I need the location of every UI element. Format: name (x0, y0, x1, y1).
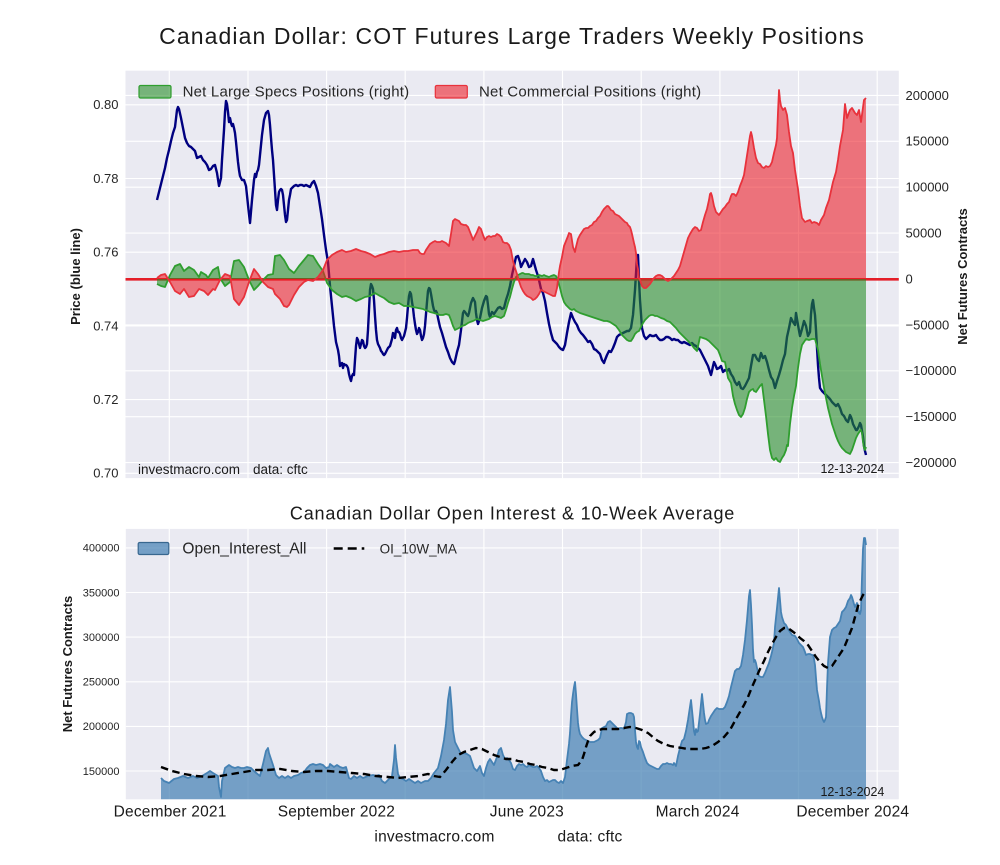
svg-text:12-13-2024: 12-13-2024 (820, 785, 884, 799)
svg-text:400000: 400000 (83, 543, 120, 555)
svg-text:−50000: −50000 (906, 317, 950, 332)
svg-text:200000: 200000 (83, 721, 120, 733)
svg-text:100000: 100000 (906, 180, 949, 195)
svg-text:0.78: 0.78 (93, 171, 118, 186)
svg-text:March 2024: March 2024 (656, 804, 740, 821)
svg-text:Net Commercial Positions (righ: Net Commercial Positions (right) (479, 84, 701, 101)
svg-text:150000: 150000 (83, 766, 120, 778)
svg-text:0.70: 0.70 (93, 466, 118, 481)
svg-text:0.76: 0.76 (93, 245, 118, 260)
svg-text:Canadian Dollar: COT Futures L: Canadian Dollar: COT Futures Large Trade… (159, 23, 865, 49)
svg-text:−200000: −200000 (906, 455, 957, 470)
svg-text:investmacro.com: investmacro.com (138, 462, 240, 477)
svg-text:Net Futures Contracts: Net Futures Contracts (955, 208, 970, 345)
svg-text:September 2022: September 2022 (278, 804, 395, 821)
svg-text:350000: 350000 (83, 587, 120, 599)
svg-text:Price (blue line): Price (blue line) (68, 228, 83, 325)
svg-text:December 2024: December 2024 (796, 804, 909, 821)
svg-text:Open_Interest_All: Open_Interest_All (182, 541, 306, 558)
svg-text:150000: 150000 (906, 134, 949, 149)
svg-text:Canadian Dollar Open Interest: Canadian Dollar Open Interest & 10-Week … (290, 504, 735, 524)
svg-text:Net Futures Contracts: Net Futures Contracts (60, 596, 75, 733)
svg-text:−150000: −150000 (906, 409, 957, 424)
svg-text:200000: 200000 (906, 88, 949, 103)
svg-text:0.74: 0.74 (93, 318, 118, 333)
svg-text:data: cftc: data: cftc (253, 462, 308, 477)
svg-text:June 2023: June 2023 (490, 804, 564, 821)
svg-text:12-13-2024: 12-13-2024 (820, 462, 884, 476)
svg-text:data: cftc: data: cftc (558, 829, 623, 846)
svg-text:investmacro.com: investmacro.com (374, 829, 494, 846)
svg-text:300000: 300000 (83, 632, 120, 644)
svg-text:0: 0 (906, 271, 913, 286)
svg-text:250000: 250000 (83, 677, 120, 689)
svg-text:50000: 50000 (906, 226, 942, 241)
svg-text:Net Large Specs Positions (rig: Net Large Specs Positions (right) (183, 84, 410, 101)
svg-text:0.80: 0.80 (93, 97, 118, 112)
svg-text:December 2021: December 2021 (114, 804, 227, 821)
svg-text:OI_10W_MA: OI_10W_MA (380, 542, 457, 557)
svg-text:0.72: 0.72 (93, 392, 118, 407)
svg-text:−100000: −100000 (906, 363, 957, 378)
